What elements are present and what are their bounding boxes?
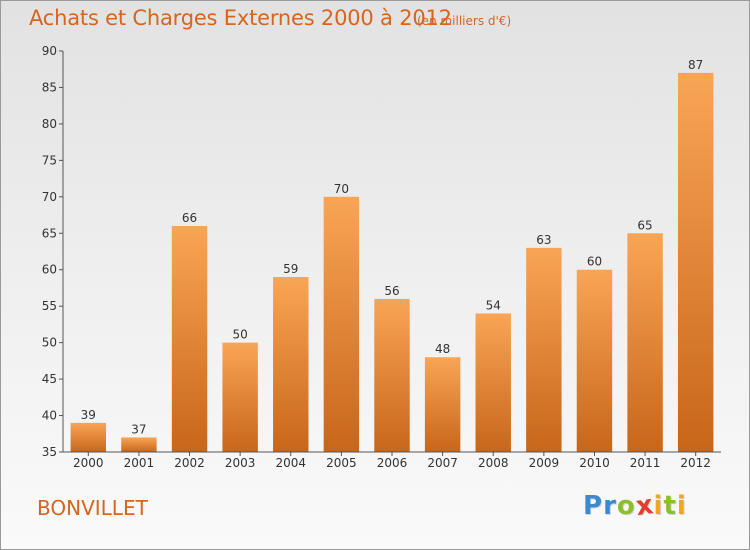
x-tick-label: 2004 [275, 456, 306, 470]
value-label-2008: 54 [486, 298, 501, 312]
x-tick-label: 2001 [124, 456, 155, 470]
logo-letter: o [616, 491, 636, 521]
x-tick-label: 2006 [377, 456, 408, 470]
value-label-2009: 63 [536, 233, 551, 247]
x-tick-label: 2005 [326, 456, 357, 470]
logo-letter: i [653, 491, 664, 521]
y-tick-label: 60 [42, 263, 57, 277]
value-label-2002: 66 [182, 211, 197, 225]
x-tick-label: 2007 [427, 456, 458, 470]
y-tick-label: 85 [42, 80, 57, 94]
y-tick-label: 35 [42, 445, 57, 459]
value-label-2000: 39 [81, 408, 96, 422]
bars-group: 39 37 66 50 59 70 56 48 54 63 60 65 87 [70, 58, 714, 452]
logo-letter: r [603, 491, 617, 521]
y-tick-label: 55 [42, 299, 57, 313]
bar-2002 [171, 225, 208, 452]
bar-2011 [627, 233, 663, 452]
y-tick-label: 80 [42, 117, 57, 131]
x-tick-label: 2000 [73, 456, 104, 470]
x-tick-label: 2009 [529, 456, 560, 470]
bar-2012 [677, 72, 714, 452]
x-tick-label: 2003 [225, 456, 256, 470]
y-tick-label: 45 [42, 372, 57, 386]
value-label-2007: 48 [435, 342, 450, 356]
y-tick-label: 40 [42, 409, 57, 423]
y-tick-label: 75 [42, 153, 57, 167]
value-label-2003: 50 [233, 328, 248, 342]
logo-letter: P [583, 491, 604, 521]
axes-group: 2000 2001 2002 2003 2004 2005 2006 2007 2008 2009… [42, 44, 721, 470]
bar-2007 [424, 357, 461, 452]
y-tick-label: 90 [42, 44, 57, 58]
x-tick-label: 2008 [478, 456, 509, 470]
chart-title: Achats et Charges Externes 2000 à 2012 [29, 6, 452, 30]
x-tick-label: 2012 [680, 456, 711, 470]
value-label-2004: 59 [283, 262, 298, 276]
proxiti-logo: Proxiti [583, 489, 687, 523]
bar-2003 [222, 342, 258, 452]
bar-2004 [273, 277, 309, 452]
bar-2010 [576, 269, 613, 452]
value-label-2012: 87 [688, 58, 703, 72]
bar-2009 [526, 247, 562, 452]
value-label-2005: 70 [334, 182, 349, 196]
bar-2005 [323, 196, 360, 452]
y-tick-label: 70 [42, 190, 57, 204]
x-tick-label: 2010 [579, 456, 610, 470]
bar-2001 [121, 437, 157, 452]
bar-2000 [70, 422, 107, 452]
value-label-2011: 65 [637, 218, 652, 232]
value-label-2001: 37 [131, 422, 146, 436]
value-label-2006: 56 [384, 284, 399, 298]
logo-letter: i [676, 491, 687, 521]
bar-2008 [475, 313, 511, 452]
chart-subtitle: (en milliers d'€) [417, 14, 512, 28]
bar-2006 [374, 298, 410, 452]
x-tick-label: 2011 [630, 456, 661, 470]
value-label-2010: 60 [587, 255, 602, 269]
place-name: BONVILLET [37, 496, 148, 520]
x-tick-label: 2002 [174, 456, 205, 470]
logo-letter: t [663, 491, 677, 521]
y-tick-label: 65 [42, 226, 57, 240]
logo-letter: x [633, 489, 656, 523]
y-tick-label: 50 [42, 336, 57, 350]
